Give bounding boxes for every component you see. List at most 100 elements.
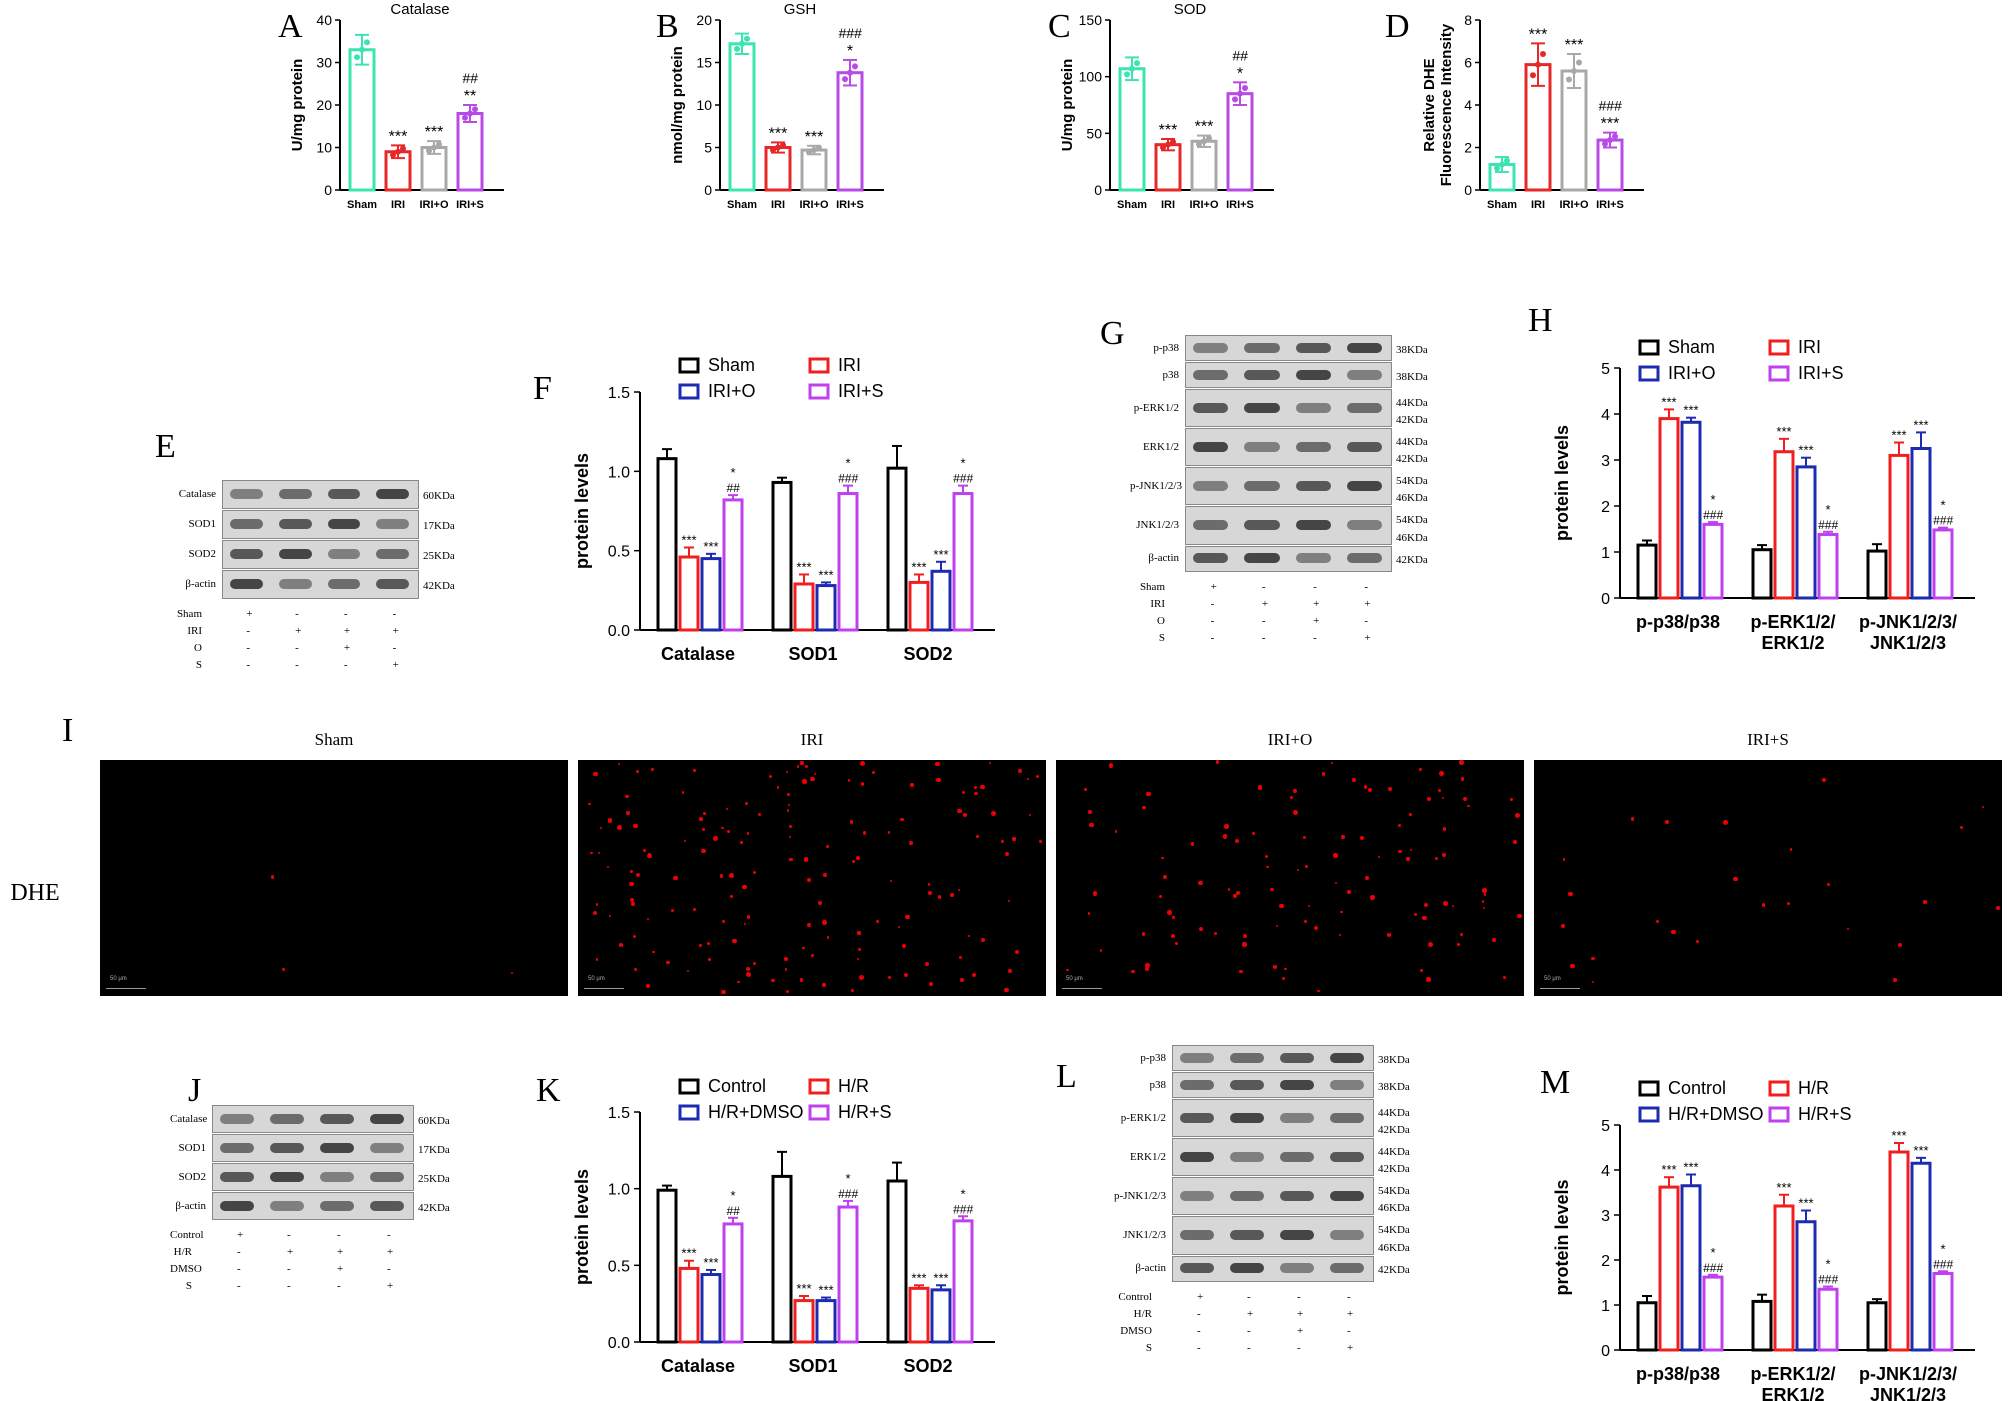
significance-marker: * [730, 1188, 735, 1203]
protein-band [278, 579, 312, 589]
dhe-positive-cell [693, 768, 697, 772]
dhe-positive-cell [1175, 941, 1179, 945]
dhe-positive-cell [990, 811, 996, 817]
dhe-positive-cell [701, 848, 707, 854]
protein-band [1295, 480, 1331, 491]
bar [1636, 1301, 1658, 1352]
bar [678, 555, 700, 632]
protein-band [1193, 480, 1229, 491]
dhe-positive-cell [850, 989, 854, 993]
protein-band [1280, 1052, 1314, 1063]
protein-band [1346, 402, 1382, 413]
condition-sign: + [1313, 597, 1320, 610]
blot-molecular-weight: 60KDa [418, 1114, 450, 1127]
bar [800, 148, 828, 192]
data-point [1201, 138, 1207, 145]
dhe-positive-cell [1257, 785, 1263, 790]
chart-sod: SOD U/mg protein 0 50 100 150 Sham IRI *** IRI+O *… [1059, 1, 1274, 211]
dhe-positive-cell [1459, 760, 1464, 765]
x-tick-label: IRI+O [1559, 199, 1588, 211]
data-point [806, 149, 812, 156]
legend-label: Control [1668, 1078, 1726, 1098]
dhe-positive-cell [1008, 899, 1011, 902]
data-point [1607, 137, 1613, 144]
x-tick-label: SOD2 [903, 644, 952, 664]
blot-row-label: p-ERK1/2 [1120, 1111, 1166, 1124]
significance-marker: *** [425, 124, 444, 141]
significance-marker: *** [1913, 1143, 1928, 1158]
dhe-positive-cell [1302, 835, 1306, 839]
dhe-positive-cell [1409, 812, 1413, 816]
condition-sign: + [387, 1246, 394, 1258]
dhe-image-title: IRI [800, 730, 824, 749]
legend-swatch [1638, 1080, 1660, 1097]
dhe-positive-cell [1377, 855, 1381, 859]
y-tick-label: 10 [696, 97, 712, 113]
condition-sign: + [1364, 631, 1371, 644]
significance-marker: * [847, 43, 853, 60]
dhe-positive-cell [872, 770, 876, 774]
dhe-positive-cell [1560, 923, 1566, 929]
protein-band [1244, 480, 1280, 491]
data-point [1504, 157, 1510, 164]
dhe-positive-cell [787, 792, 791, 796]
condition-sign: - [287, 1229, 291, 1241]
data-point [1196, 141, 1202, 148]
dhe-positive-cell [707, 941, 711, 945]
blot-row-label: p-p38 [1153, 341, 1179, 354]
protein-band [370, 1142, 404, 1153]
significance-marker: *** [933, 1270, 948, 1285]
legend-swatch [1768, 1106, 1790, 1123]
dhe-positive-cell [1130, 969, 1135, 974]
dhe-positive-cell [789, 836, 792, 839]
y-tick-label: 2 [1601, 499, 1610, 516]
condition-sign: - [1197, 1341, 1201, 1354]
y-tick-label: 1.0 [608, 464, 630, 481]
x-tick-label: Sham [1117, 199, 1147, 211]
panel-letter-C: C [1048, 8, 1071, 45]
dhe-positive-cell [1786, 902, 1790, 906]
bar [930, 1288, 952, 1344]
protein-band [270, 1142, 304, 1153]
dhe-positive-cell [887, 975, 892, 980]
dhe-positive-cell [801, 946, 805, 950]
dhe-positive-cell [1898, 943, 1903, 948]
dhe-positive-cell [1359, 835, 1365, 841]
y-tick-label: 2 [1601, 1253, 1610, 1270]
blot-strip [1185, 362, 1392, 388]
data-point [847, 69, 853, 76]
condition-sign: - [295, 642, 299, 654]
dhe-positive-cell [606, 865, 609, 869]
bar [1751, 1299, 1773, 1352]
y-tick-label: 0.0 [608, 1335, 630, 1352]
dhe-positive-cell [974, 791, 979, 796]
chart-gsh: GSH nmol/mg protein 0 5 10 15 20 Sham IRI *** IRI+… [669, 1, 884, 211]
dhe-positive-cell [1570, 963, 1575, 968]
panel-letter-A: A [278, 8, 303, 45]
condition-sign: + [343, 642, 351, 654]
dhe-positive-cell [1387, 933, 1392, 937]
dhe-positive-cell [768, 774, 773, 779]
dhe-positive-cell [1001, 839, 1005, 843]
dhe-positive-cell [1235, 891, 1240, 895]
condition-label: Sham [1139, 580, 1165, 593]
bar [771, 480, 793, 632]
dhe-positive-cell [629, 869, 634, 874]
bar [1226, 92, 1254, 192]
dhe-positive-cell [721, 920, 725, 924]
condition-sign: - [1297, 1341, 1301, 1354]
protein-band [320, 1171, 354, 1182]
data-point [1499, 161, 1505, 168]
data-point [390, 151, 396, 158]
x-tick-label: p-ERK1/2/ERK1/2 [1750, 612, 1835, 653]
blot-row-label: p-ERK1/2 [1133, 401, 1179, 414]
dhe-positive-cell [1114, 830, 1118, 833]
dhe-positive-cell [671, 909, 675, 913]
dhe-positive-cell [652, 950, 655, 954]
condition-label: S [185, 1280, 192, 1292]
dhe-positive-cell [1923, 900, 1927, 904]
significance-marker: ### [1933, 514, 1953, 528]
dhe-positive-cell [822, 983, 826, 987]
x-tick-label: IRI+S [1226, 199, 1254, 211]
blot-molecular-weight: 44KDa 42KDa [1396, 396, 1428, 427]
